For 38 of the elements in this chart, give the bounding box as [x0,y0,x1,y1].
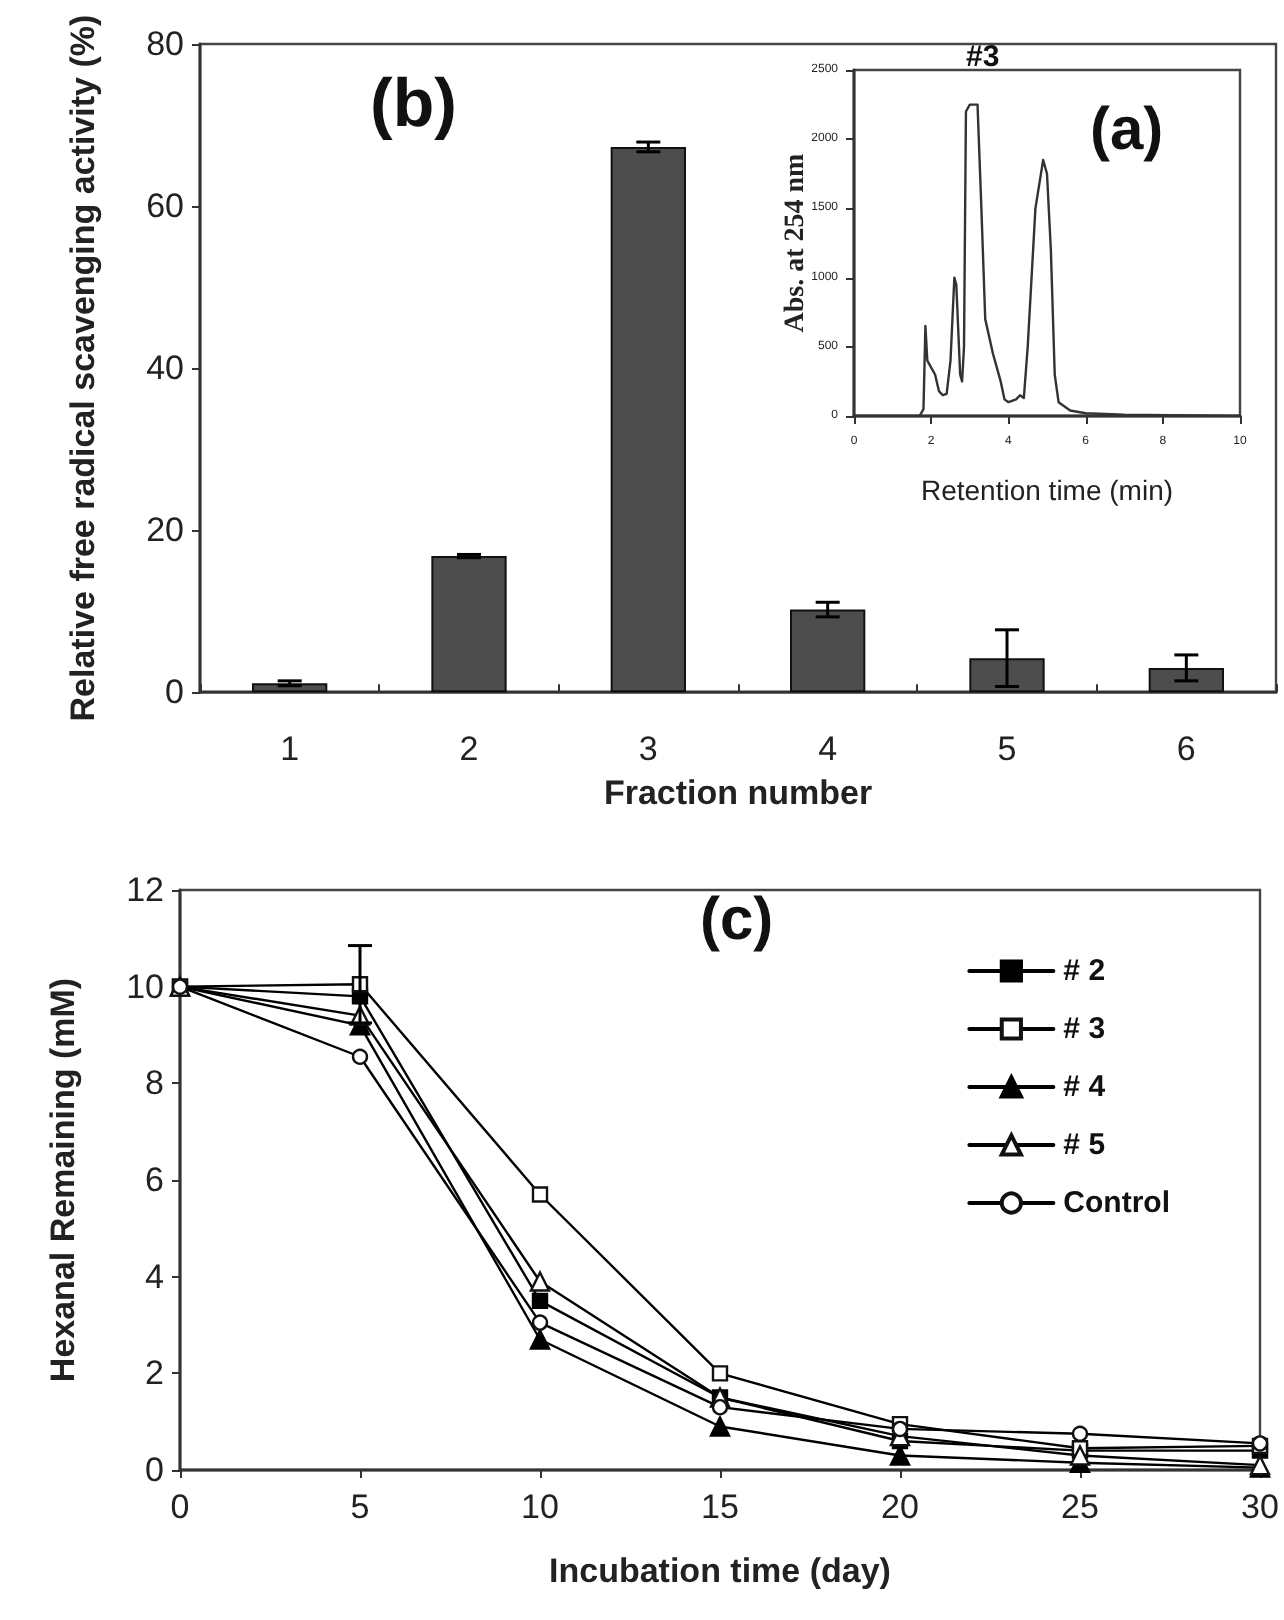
x-tick-label: 30 [1241,1488,1279,1526]
y-axis-title: Abs. at 254 nm [781,152,811,333]
legend-label: # 4 [1063,1070,1107,1104]
annotation: #3 [966,40,1000,74]
x-tick-label: 25 [1061,1488,1099,1526]
x-tick-label: 20 [881,1488,919,1526]
y-tick-label: 8 [145,1064,164,1103]
chart-title: (b) [370,66,457,142]
y-axis-title: Hexanal Remaining (mM) [44,977,82,1383]
y-tick-label: 80 [146,25,184,63]
legend-label: # 3 [1063,1012,1106,1046]
x-tick-label: 6 [1176,730,1196,769]
legend-label: # 5 [1063,1128,1106,1162]
y-tick-label: 6 [145,1161,164,1199]
y-tick-label: 20 [146,511,184,550]
legend-label: Control [1063,1186,1171,1220]
x-tick-label: 10 [521,1488,559,1526]
y-tick-label: 4 [145,1257,164,1296]
y-tick-label: 0 [145,1451,164,1489]
x-tick-label: 3 [638,730,658,769]
y-tick-label: 10 [126,967,164,1006]
chart-title: (c) [700,887,774,953]
y-tick-label: 60 [146,187,184,226]
y-tick-label: 0 [165,673,184,712]
x-tick-label: 1 [280,730,300,769]
x-tick-label: 15 [701,1488,739,1526]
x-tick-label: 5 [350,1488,370,1526]
y-tick-label: 2 [145,1354,164,1393]
y-tick-label: 12 [126,871,164,909]
legend-label: # 2 [1063,954,1106,988]
x-axis-title: Retention time (min) [920,474,1174,506]
x-axis-title: Incubation time (day) [549,1552,891,1590]
x-tick-label: 2 [459,730,479,769]
y-axis-title: Relative free radical scavenging activity (%) [64,14,102,722]
chart-title: (a) [1090,97,1164,163]
x-axis-title: Fraction number [603,774,873,812]
y-tick-label: 40 [146,349,184,388]
x-tick-label: 5 [997,730,1017,769]
